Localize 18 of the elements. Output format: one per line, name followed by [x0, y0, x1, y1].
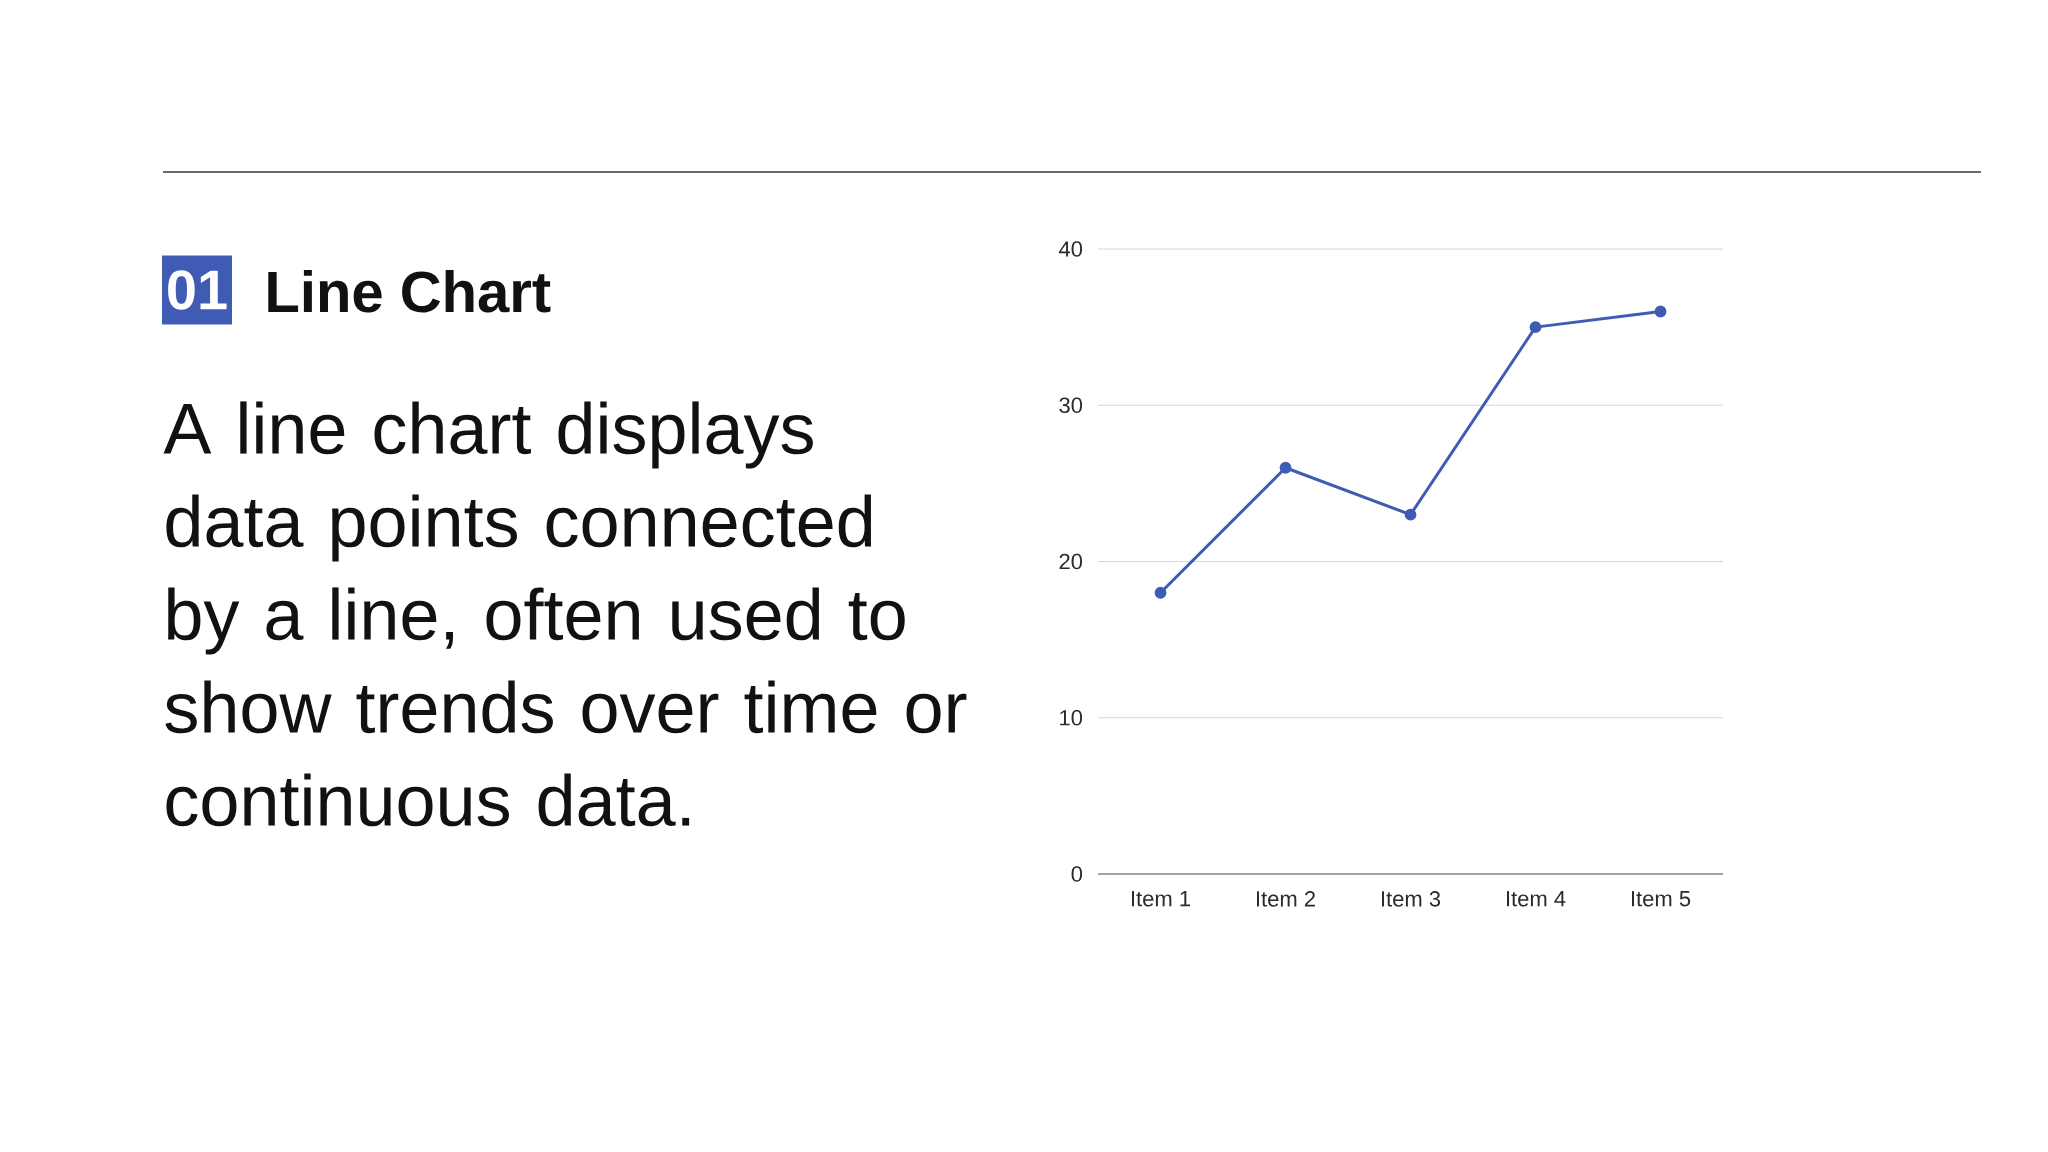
- text: 01: [168, 270, 227, 310]
- y-tick-label: 0: [1071, 866, 1083, 882]
- point: [1404, 508, 1417, 521]
- x-tick-label: Item 4: [1506, 891, 1566, 907]
- x-tick-label: Item 1: [1131, 891, 1190, 907]
- y-tick-label: 10: [1060, 709, 1083, 726]
- x-tick-label: Item 5: [1631, 891, 1691, 907]
- y-tick-label: 20: [1059, 553, 1083, 570]
- x-tick-label: Item 3: [1381, 891, 1441, 907]
- y-tick-label: 40: [1058, 241, 1083, 257]
- y-tick-label: 30: [1059, 397, 1083, 414]
- point: [1279, 461, 1292, 474]
- point: [1529, 321, 1542, 334]
- text: A line chart displays data points connected by a line, often used to show trends over time or continuous data.: [163, 401, 967, 827]
- point: [1654, 305, 1667, 318]
- x-tick-label: Item 2: [1256, 891, 1315, 907]
- point: [1154, 586, 1167, 599]
- text: Line Chart: [268, 269, 551, 313]
